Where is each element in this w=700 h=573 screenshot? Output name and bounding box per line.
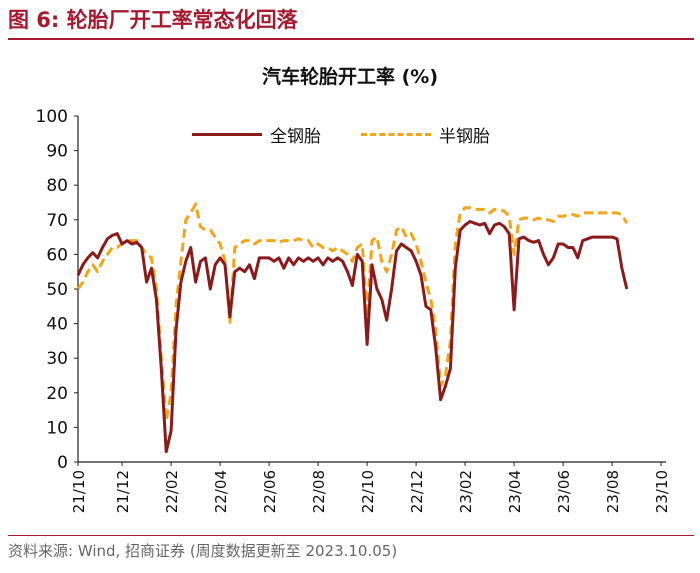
x-tick-label: 22/02 <box>163 470 181 513</box>
x-tick-label: 23/02 <box>457 470 475 513</box>
x-tick-label: 21/12 <box>114 470 132 513</box>
y-tick-label: 40 <box>46 315 68 335</box>
series-line-semi-steel <box>76 202 629 422</box>
legend-item-all-steel: 全钢胎 <box>192 122 321 147</box>
chart-title: 汽车轮胎开工率 (%) <box>261 66 439 88</box>
series-line-all-steel <box>76 220 629 454</box>
x-tick-label: 23/04 <box>506 470 524 513</box>
x-tick-label: 21/10 <box>70 470 88 513</box>
legend-item-semi-steel: 半钢胎 <box>361 122 490 147</box>
source-rule <box>8 535 694 536</box>
y-tick-label: 100 <box>36 107 68 127</box>
legend-swatch-dashed <box>361 133 431 136</box>
x-tick-label: 22/12 <box>408 470 426 513</box>
x-tick-label: 23/10 <box>653 470 671 513</box>
chart-axes: 0 10 20 30 40 50 60 70 80 90 100 21/10 21/12 22/02 22/… <box>36 107 672 513</box>
legend-swatch-solid <box>192 133 262 136</box>
y-tick-label: 10 <box>46 418 68 438</box>
figure-title: 图 6: 轮胎厂开工率常态化回落 <box>8 8 298 32</box>
y-tick-label: 60 <box>46 245 68 265</box>
y-tick-label: 80 <box>46 176 68 196</box>
x-tick-label: 23/08 <box>604 470 622 513</box>
y-tick-label: 0 <box>57 453 68 473</box>
x-tick-label: 22/04 <box>212 470 230 513</box>
x-tick-label: 22/06 <box>261 470 279 513</box>
title-rule <box>8 38 694 40</box>
y-tick-label: 90 <box>46 142 68 162</box>
legend-label-all-steel: 全钢胎 <box>270 127 321 147</box>
legend: 全钢胎 半钢胎 <box>192 122 530 147</box>
chart-series-group <box>76 202 629 454</box>
source-note: 资料来源: Wind, 招商证券 (周度数据更新至 2023.10.05) <box>8 542 398 560</box>
y-tick-label: 50 <box>46 280 68 300</box>
legend-label-semi-steel: 半钢胎 <box>439 127 490 147</box>
x-tick-label: 22/08 <box>310 470 328 513</box>
y-tick-label: 20 <box>46 384 68 404</box>
x-tick-label: 22/10 <box>359 470 377 513</box>
y-tick-label: 30 <box>46 349 68 369</box>
x-tick-label: 23/06 <box>555 470 573 513</box>
y-tick-label: 70 <box>46 211 68 231</box>
